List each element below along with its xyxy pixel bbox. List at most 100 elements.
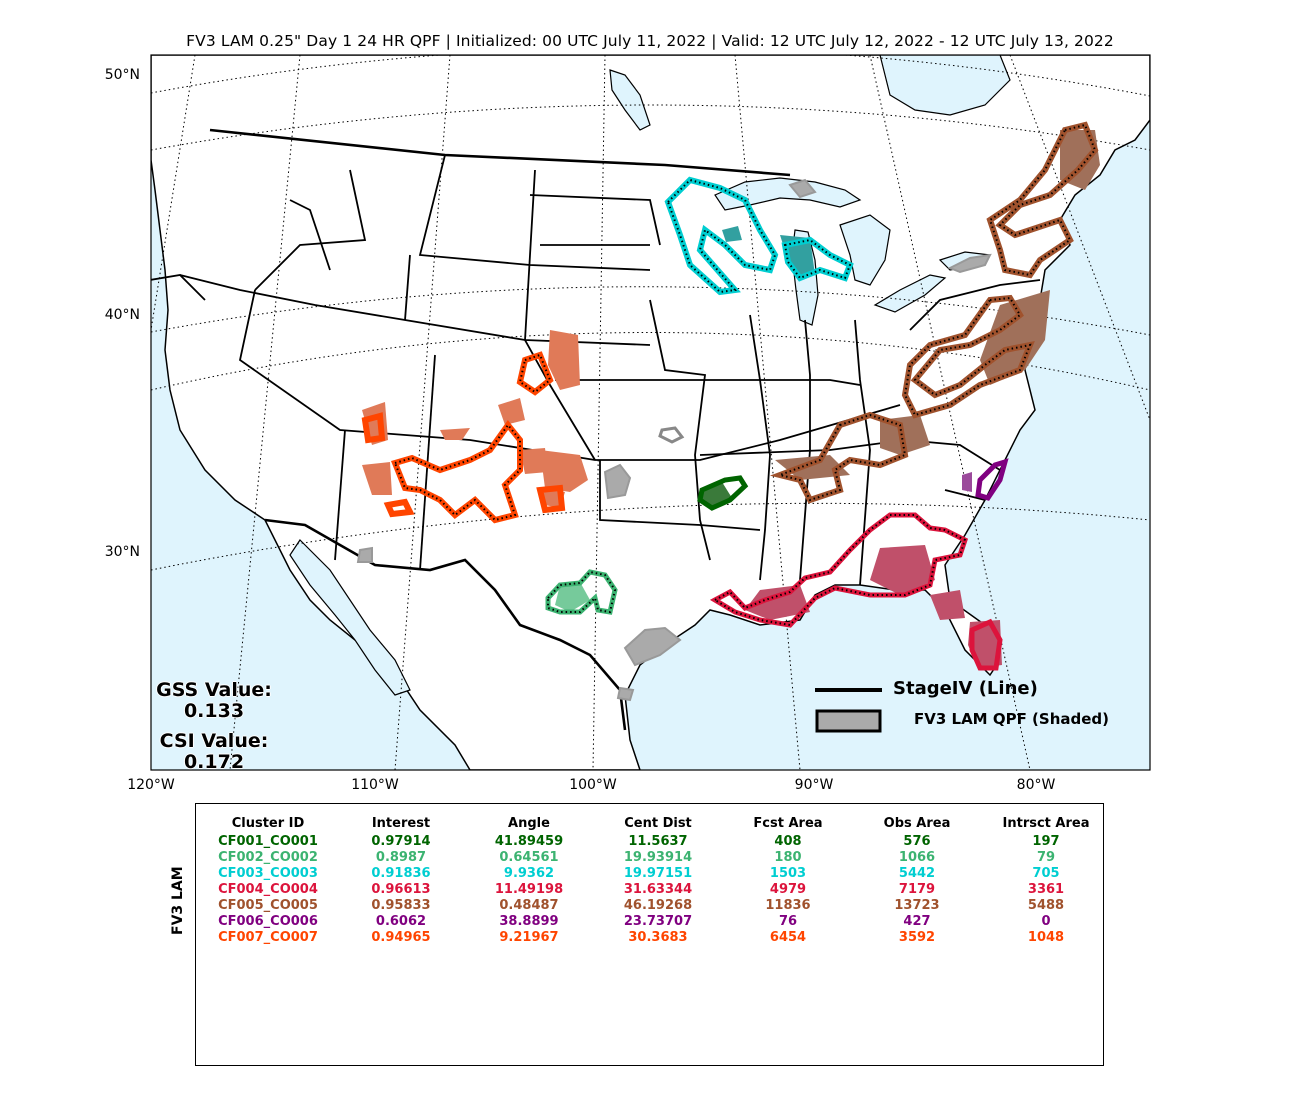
table-row: CF006_CO006 0.6062 38.8899 23.73707 76 427 0 — [199, 913, 1111, 929]
cell-intrsct-area: 5488 — [1027, 897, 1065, 913]
cell-fcst-area: 1503 — [769, 865, 807, 881]
cell-obs-area: 3592 — [898, 929, 936, 945]
legend-shaded-label: FV3 LAM QPF (Shaded) — [914, 710, 1110, 728]
cell-cent-dist: 30.3683 — [628, 929, 688, 945]
cell-obs-area: 1066 — [898, 849, 936, 865]
cell-angle: 9.9362 — [503, 865, 555, 881]
cell-interest: 0.94965 — [371, 929, 431, 945]
cell-interest: 0.95833 — [371, 897, 431, 913]
cell-cluster-id: CF004_CO004 — [218, 881, 318, 897]
cell-fcst-area: 11836 — [765, 897, 811, 913]
cell-angle: 38.8899 — [499, 913, 559, 929]
cell-angle: 9.21967 — [499, 929, 559, 945]
cell-interest: 0.6062 — [375, 913, 427, 929]
cluster-co005 — [769, 121, 1100, 504]
lon-label-90: 90°W — [794, 777, 834, 793]
cell-fcst-area: 180 — [774, 849, 802, 865]
gss-label: GSS Value: — [156, 679, 272, 701]
lat-label-30: 30°N — [104, 544, 140, 560]
cell-interest: 0.97914 — [371, 833, 431, 849]
cell-fcst-area: 408 — [774, 833, 802, 849]
cluster-co006 — [962, 458, 1009, 501]
cell-fcst-area: 4979 — [769, 881, 807, 897]
csi-score: CSI Value: 0.172 — [150, 731, 278, 773]
cell-angle: 0.64561 — [499, 849, 559, 865]
cell-cluster-id: CF007_CO007 — [218, 929, 318, 945]
unmatched-observed-object — [658, 426, 685, 444]
lon-label-80: 80°W — [1016, 777, 1056, 793]
unmatched-forecast-objects — [356, 178, 992, 702]
qpf-map — [150, 54, 1151, 771]
cell-obs-area: 576 — [903, 833, 931, 849]
col-obs-area: Obs Area — [883, 815, 951, 831]
cluster-co007 — [361, 330, 588, 524]
cell-interest: 0.91836 — [371, 865, 431, 881]
col-angle: Angle — [508, 815, 550, 831]
cell-cent-dist: 11.5637 — [628, 833, 688, 849]
cell-intrsct-area: 79 — [1036, 849, 1056, 865]
cell-cluster-id: CF002_CO002 — [218, 849, 318, 865]
lat-label-50: 50°N — [104, 67, 140, 83]
cell-obs-area: 427 — [903, 913, 931, 929]
cell-intrsct-area: 3361 — [1027, 881, 1065, 897]
legend-line-label: StageIV (Line) — [893, 678, 1038, 699]
cluster-co003 — [664, 176, 854, 296]
cell-fcst-area: 76 — [778, 913, 798, 929]
map-frame — [150, 54, 1151, 771]
cell-intrsct-area: 705 — [1032, 865, 1060, 881]
cluster-co004 — [709, 512, 1003, 671]
cell-cluster-id: CF005_CO005 — [218, 897, 318, 913]
col-cent-dist: Cent Dist — [624, 815, 692, 831]
gss-score: GSS Value: 0.133 — [150, 680, 278, 722]
cell-cent-dist: 31.63344 — [623, 881, 693, 897]
hudson-bay — [879, 55, 1011, 116]
table-row: CF007_CO007 0.94965 9.21967 30.3683 6454 3592… — [199, 929, 1111, 945]
table-header-row: Cluster ID Interest Angle Cent Dist Fcst… — [199, 813, 1111, 833]
lake-winnipeg — [609, 69, 651, 131]
cell-cent-dist: 23.73707 — [623, 913, 693, 929]
table-row: CF005_CO005 0.95833 0.48487 46.19268 11836 13… — [199, 897, 1111, 913]
cell-obs-area: 5442 — [898, 865, 936, 881]
csi-label: CSI Value: — [159, 730, 269, 752]
cell-intrsct-area: 197 — [1032, 833, 1060, 849]
cell-cluster-id: CF001_CO001 — [218, 833, 318, 849]
lake-erie — [873, 274, 947, 313]
cluster-stats-table: Cluster ID Interest Angle Cent Dist Fcst… — [199, 813, 1111, 945]
cell-angle: 11.49198 — [494, 881, 564, 897]
map-title: FV3 LAM 0.25" Day 1 24 HR QPF | Initiali… — [186, 32, 1114, 50]
lon-label-110: 110°W — [351, 777, 399, 793]
cluster-co001 — [697, 475, 749, 511]
table-row: CF002_CO002 0.8987 0.64561 19.93914 180 1066 7… — [199, 849, 1111, 865]
lon-label-100: 100°W — [569, 777, 617, 793]
graticule — [151, 55, 1150, 770]
csi-value: 0.172 — [183, 751, 245, 773]
lon-label-120: 120°W — [127, 777, 175, 793]
cluster-co002 — [545, 569, 618, 615]
cell-angle: 0.48487 — [499, 897, 559, 913]
col-cluster-id: Cluster ID — [231, 815, 305, 831]
gss-value: 0.133 — [183, 700, 245, 722]
cell-cluster-id: CF006_CO006 — [218, 913, 318, 929]
cell-obs-area: 13723 — [894, 897, 940, 913]
cell-intrsct-area: 1048 — [1027, 929, 1065, 945]
cell-cluster-id: CF003_CO003 — [218, 865, 318, 881]
table-row: CF003_CO003 0.91836 9.9362 19.97151 1503 5442… — [199, 865, 1111, 881]
cell-fcst-area: 6454 — [769, 929, 807, 945]
cell-intrsct-area: 0 — [1041, 913, 1051, 929]
model-side-label: FV3 LAM — [170, 866, 186, 935]
lat-label-40: 40°N — [104, 307, 140, 323]
lake-huron — [839, 214, 891, 286]
table-row: CF004_CO004 0.96613 11.49198 31.63344 4979 71… — [199, 881, 1111, 897]
cell-cent-dist: 19.93914 — [623, 849, 693, 865]
stats-panel — [195, 803, 1104, 1066]
cell-obs-area: 7179 — [898, 881, 936, 897]
gulf-of-california — [289, 539, 411, 696]
cell-interest: 0.8987 — [375, 849, 427, 865]
cell-cent-dist: 46.19268 — [623, 897, 693, 913]
cell-interest: 0.96613 — [371, 881, 431, 897]
cell-cent-dist: 19.97151 — [623, 865, 693, 881]
col-interest: Interest — [371, 815, 431, 831]
legend-shaded-swatch — [815, 709, 882, 733]
col-fcst-area: Fcst Area — [753, 815, 823, 831]
cell-angle: 41.89459 — [494, 833, 564, 849]
